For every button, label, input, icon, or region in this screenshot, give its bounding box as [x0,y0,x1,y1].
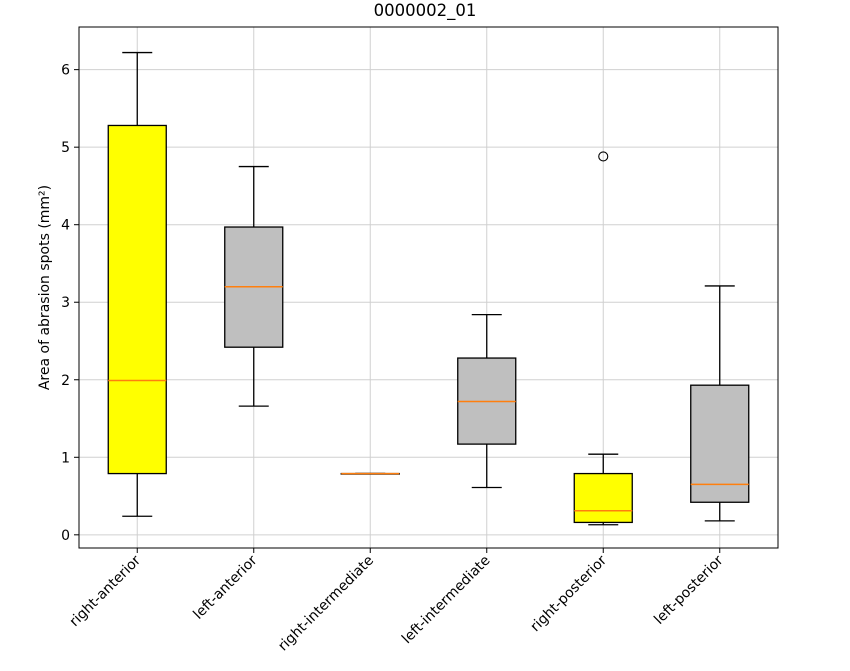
outlier-right-posterior [598,151,609,162]
y-tick-label: 6 [61,63,70,79]
y-tick-label: 5 [61,140,70,156]
x-tick-label-left-anterior: left-anterior [190,552,260,622]
x-tick-label-right-intermediate: right-intermediate [275,553,377,655]
y-axis-label: Area of abrasion spots (mm²) [37,185,53,390]
y-tick-label: 3 [61,295,70,311]
y-tick-label: 4 [61,218,70,234]
y-tick-label: 2 [61,373,70,389]
x-tick-label-left-intermediate: left-intermediate [399,553,494,648]
x-tick-label-left-posterior: left-posterior [651,552,727,628]
x-tick-label-right-posterior: right-posterior [528,552,611,635]
x-tick-label-right-anterior: right-anterior [67,552,145,630]
y-tick-label: 1 [61,450,70,466]
box-left-posterior [690,384,750,503]
y-tick-label: 0 [61,528,70,544]
plot-frame [78,26,779,549]
box-right-posterior [573,472,633,524]
chart-title: 0000002_01 [373,1,477,20]
box-right-anterior [107,124,167,475]
